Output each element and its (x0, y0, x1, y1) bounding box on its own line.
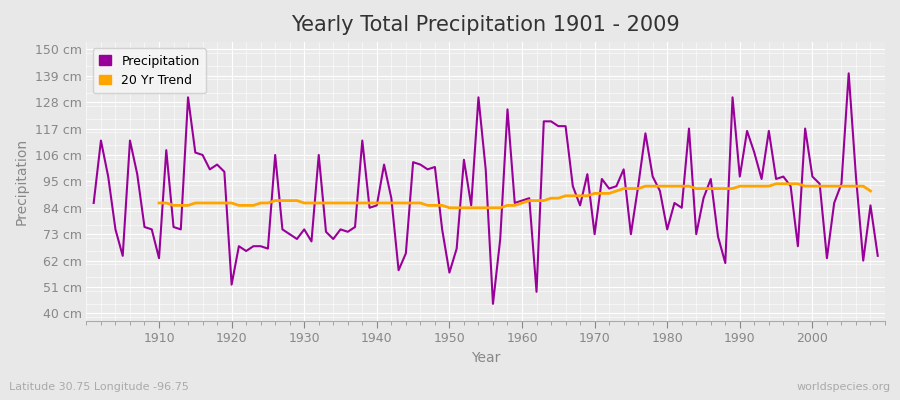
Text: worldspecies.org: worldspecies.org (796, 382, 891, 392)
Title: Yearly Total Precipitation 1901 - 2009: Yearly Total Precipitation 1901 - 2009 (292, 15, 680, 35)
Y-axis label: Precipitation: Precipitation (15, 138, 29, 225)
Text: Latitude 30.75 Longitude -96.75: Latitude 30.75 Longitude -96.75 (9, 382, 189, 392)
X-axis label: Year: Year (471, 351, 500, 365)
Legend: Precipitation, 20 Yr Trend: Precipitation, 20 Yr Trend (93, 48, 206, 93)
